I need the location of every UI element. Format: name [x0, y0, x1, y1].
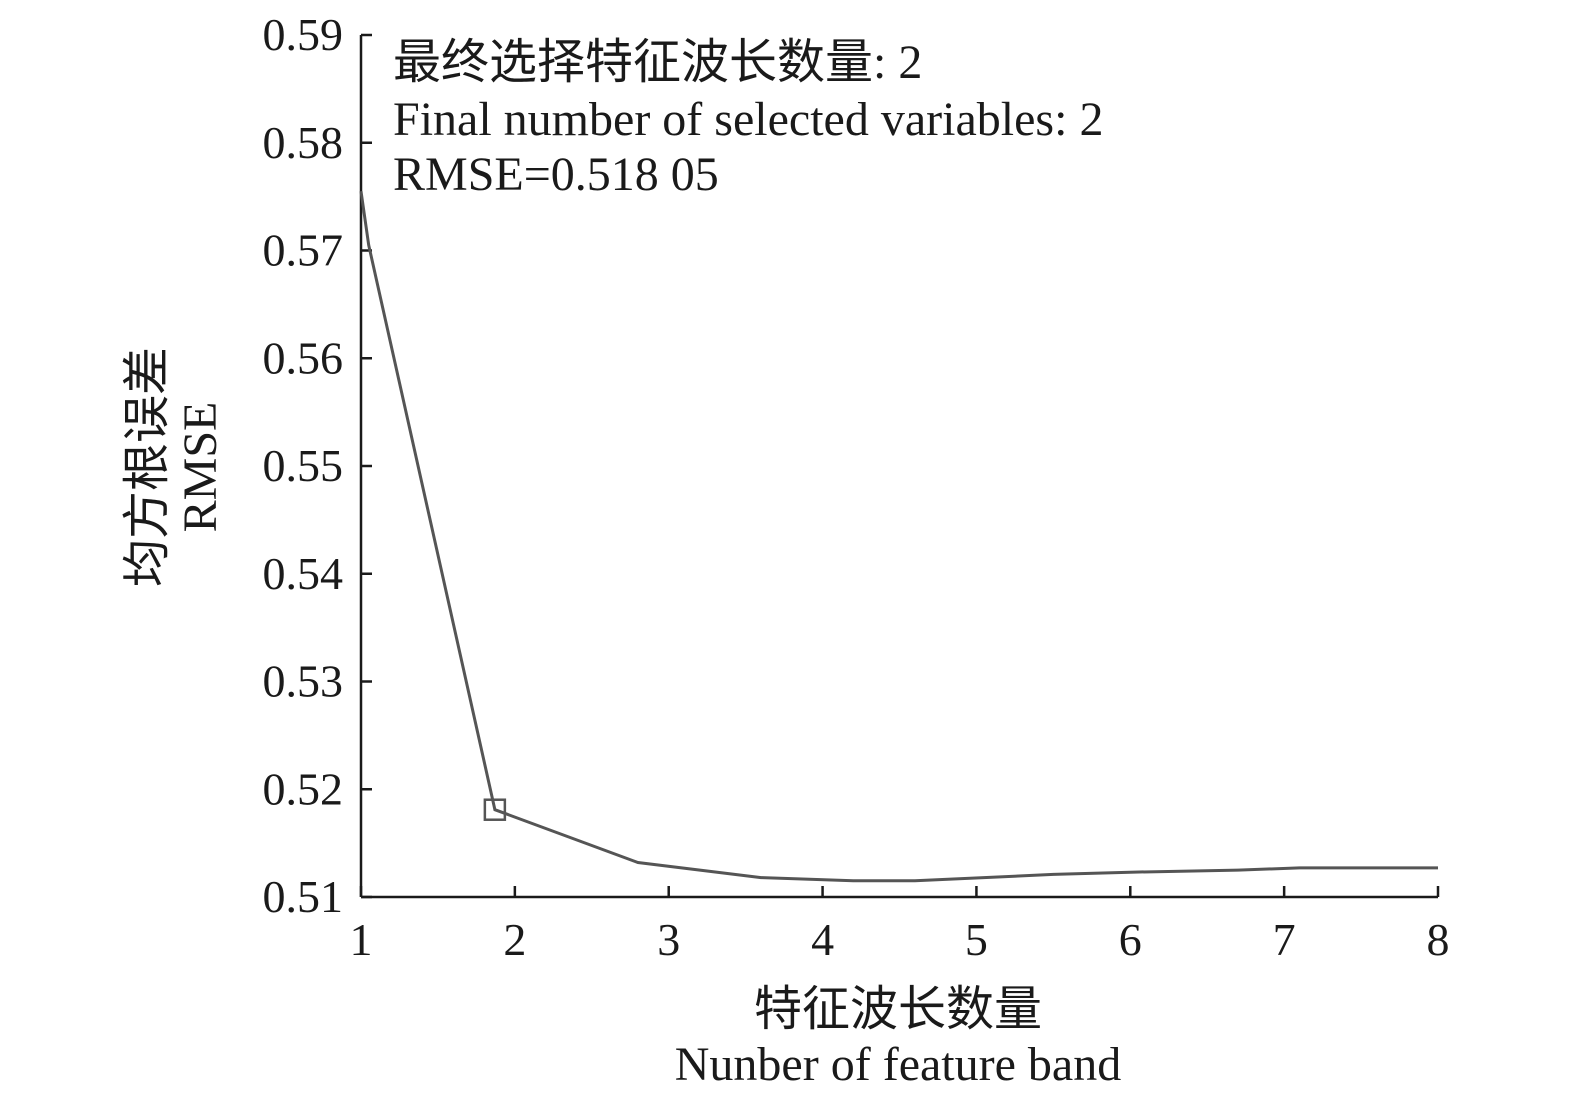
x-tick-label: 3	[657, 914, 680, 965]
y-tick-label: 0.53	[263, 656, 344, 707]
selected-point-marker	[483, 798, 507, 821]
y-axis-label-cn: 均方根误差	[121, 347, 174, 587]
x-tick-label: 7	[1273, 914, 1296, 965]
y-tick-label: 0.59	[263, 9, 344, 60]
y-axis-label-en: RMSE	[174, 402, 227, 533]
annotation-en: Final number of selected variables: 2	[393, 93, 1103, 146]
y-tick-label: 0.54	[263, 548, 344, 599]
x-axis-ticks: 1 2 3 4 5 6 7 8	[350, 886, 1450, 965]
x-tick-label: 5	[965, 914, 988, 965]
x-axis-label-en: Nunber of feature band	[675, 1038, 1121, 1091]
x-tick-label: 8	[1427, 914, 1450, 965]
x-tick-label: 1	[350, 914, 373, 965]
annotation-cn: 最终选择特征波长数量: 2	[393, 36, 922, 89]
x-tick-label: 4	[811, 914, 834, 965]
y-tick-label: 0.51	[263, 871, 344, 922]
x-tick-label: 2	[503, 914, 526, 965]
rmse-series-line	[359, 190, 1438, 883]
y-tick-label: 0.57	[263, 225, 344, 276]
y-tick-label: 0.52	[263, 763, 344, 814]
x-axis-label-cn: 特征波长数量	[754, 983, 1042, 1036]
y-axis-ticks: 0.51 0.52 0.53 0.54 0.55 0.56 0.57 0.58 0.59	[263, 9, 372, 922]
y-tick-label: 0.56	[263, 332, 344, 383]
x-tick-label: 6	[1119, 914, 1142, 965]
annotation-rmse: RMSE=0.518 05	[393, 148, 719, 201]
y-tick-label: 0.58	[263, 117, 344, 168]
y-tick-label: 0.55	[263, 440, 344, 491]
